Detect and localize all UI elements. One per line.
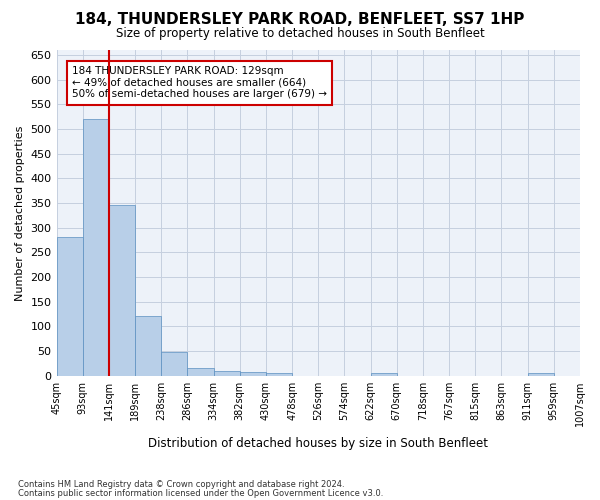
Y-axis label: Number of detached properties: Number of detached properties (15, 125, 25, 300)
Bar (187, 368, 214, 376)
Bar (56, 238, 83, 376)
Bar (109, 206, 135, 376)
Bar (371, 373, 397, 376)
Bar (214, 370, 240, 376)
Text: Contains public sector information licensed under the Open Government Licence v3: Contains public sector information licen… (18, 488, 383, 498)
Text: Contains HM Land Registry data © Crown copyright and database right 2024.: Contains HM Land Registry data © Crown c… (18, 480, 344, 489)
Bar (161, 352, 187, 376)
Bar (135, 316, 161, 376)
Text: 184 THUNDERSLEY PARK ROAD: 129sqm
← 49% of detached houses are smaller (664)
50%: 184 THUNDERSLEY PARK ROAD: 129sqm ← 49% … (72, 66, 327, 100)
Bar (527, 373, 554, 376)
Text: 184, THUNDERSLEY PARK ROAD, BENFLEET, SS7 1HP: 184, THUNDERSLEY PARK ROAD, BENFLEET, SS… (76, 12, 524, 28)
Text: Size of property relative to detached houses in South Benfleet: Size of property relative to detached ho… (116, 28, 484, 40)
X-axis label: Distribution of detached houses by size in South Benfleet: Distribution of detached houses by size … (148, 437, 488, 450)
Bar (266, 373, 292, 376)
Bar (83, 119, 109, 376)
Bar (240, 372, 266, 376)
